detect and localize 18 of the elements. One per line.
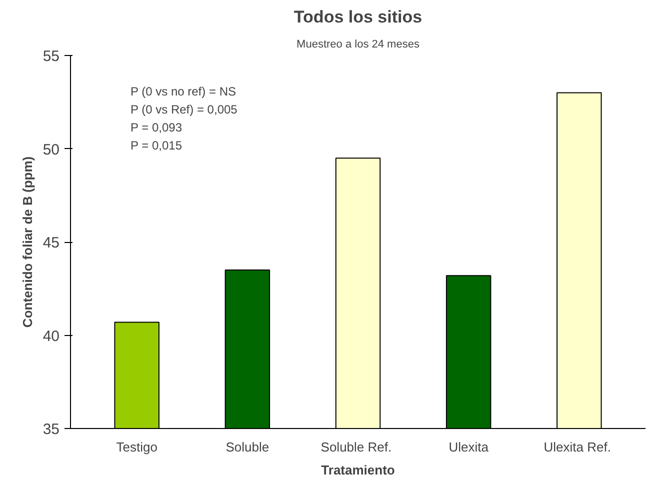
x-tick-label: Soluble Ref. xyxy=(320,440,392,454)
y-axis-title: Contenido foliar de B (ppm) xyxy=(20,156,35,328)
y-tick-label: 45 xyxy=(42,234,60,252)
x-tick-label: Ulexita Ref. xyxy=(544,440,611,454)
annotation: P = 0,015 xyxy=(130,138,182,152)
x-tick-label: Soluble xyxy=(226,440,270,454)
y-tick-label: 35 xyxy=(42,421,60,438)
annotation: P (0 vs Ref) = 0,005 xyxy=(130,102,238,116)
y-tick-label: 50 xyxy=(42,141,60,158)
chart-subtitle: Muestreo a los 24 meses xyxy=(296,38,420,50)
x-axis-title: Tratamiento xyxy=(321,462,395,478)
x-tick-label: Ulexita xyxy=(448,440,490,454)
y-tick-label: 55 xyxy=(42,48,60,65)
annotation: P (0 vs no ref) = NS xyxy=(130,84,236,98)
x-tick-label: Testigo xyxy=(116,440,158,454)
chart-title: Todos los sitios xyxy=(294,8,422,26)
y-tick-label: 40 xyxy=(42,328,60,345)
annotation: P = 0,093 xyxy=(130,120,182,134)
